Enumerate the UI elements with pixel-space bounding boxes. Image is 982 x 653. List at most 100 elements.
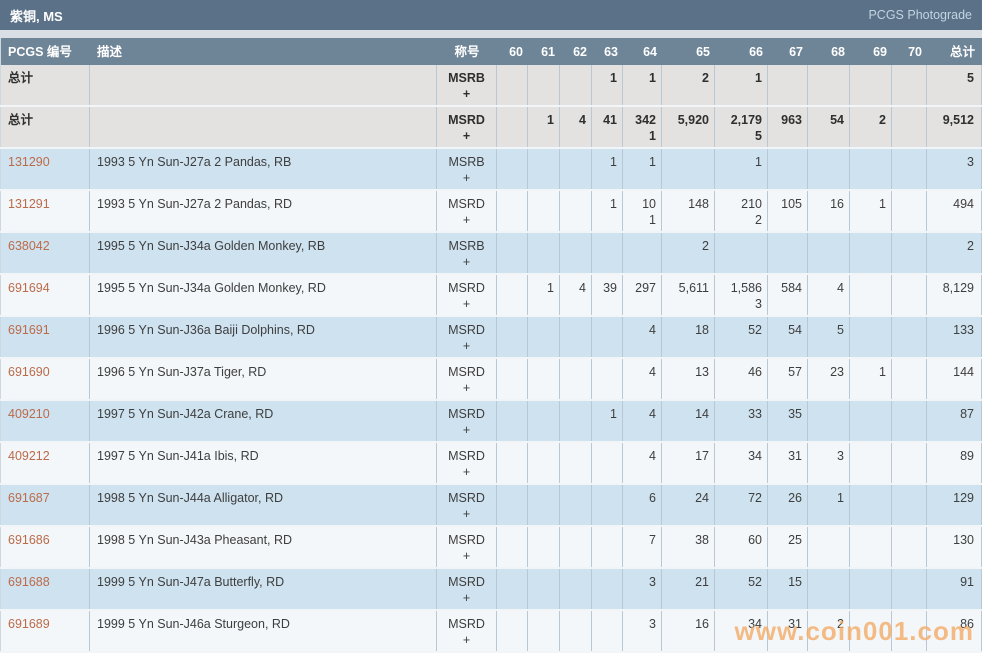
- pcgs-number-link[interactable]: 691689: [8, 617, 50, 631]
- grade-64-count-cell: 297: [623, 275, 662, 315]
- plus-grade-count: [662, 548, 709, 564]
- grade-61-count-cell: [528, 233, 560, 273]
- pcgs-number-link[interactable]: 691691: [8, 323, 50, 337]
- grade-count: 297: [635, 281, 656, 295]
- grade-count: [497, 490, 522, 506]
- grade-count: 1: [547, 113, 554, 127]
- grade-67-count-cell: 57: [768, 359, 808, 399]
- grade-count: 1: [610, 155, 617, 169]
- pcgs-number-link[interactable]: 638042: [8, 239, 50, 253]
- pcgs-number-link[interactable]: 691690: [8, 365, 50, 379]
- grade-68-count-cell: 23: [808, 359, 850, 399]
- pcgs-number-link[interactable]: 409210: [8, 407, 50, 421]
- photograde-link[interactable]: PCGS Photograde: [868, 8, 972, 22]
- pcgs-number-link[interactable]: 691688: [8, 575, 50, 589]
- designation-label: MSRB: [448, 71, 485, 85]
- col-header-label: 称号: [454, 45, 480, 59]
- plus-grade-count: [768, 254, 802, 270]
- grade-70-count-cell: [892, 65, 927, 105]
- plus-grade-count: [850, 170, 886, 186]
- grade-count: 38: [695, 533, 709, 547]
- designation-label: MSRD: [448, 575, 485, 589]
- plus-grade-count: [850, 548, 886, 564]
- pcgs-number-link[interactable]: 131291: [8, 197, 50, 211]
- row-total-cell: 9,512: [927, 107, 982, 147]
- grade-70-count-cell: [892, 485, 927, 525]
- grade-count: 46: [748, 365, 762, 379]
- grade-count: [560, 364, 586, 380]
- grade-67-count-cell: 31: [768, 611, 808, 651]
- coin-row: 131290 1993 5 Yn Sun-J27a 2 Pandas, RB MSR…: [0, 149, 982, 191]
- grade-69-count-cell: [850, 527, 892, 567]
- grade-count: [850, 154, 886, 170]
- grade-count: [850, 532, 886, 548]
- row-total-cell: 129: [927, 485, 982, 525]
- description-cell: [90, 65, 437, 105]
- grade-65-count-cell: 5,611: [662, 275, 715, 315]
- pcgs-number-link[interactable]: 691686: [8, 533, 50, 547]
- pcgs-number-link[interactable]: 409212: [8, 449, 50, 463]
- plus-grade-count: [623, 338, 656, 354]
- grade-count: [560, 616, 586, 632]
- designation-label: MSRD: [448, 365, 485, 379]
- pcgs-number-link[interactable]: 691694: [8, 281, 50, 295]
- grade-69-count-cell: [850, 233, 892, 273]
- grade-count: [768, 70, 802, 86]
- plus-grade-count: 1: [649, 213, 656, 227]
- grade-count: [892, 532, 921, 548]
- plus-grade-count: [528, 338, 554, 354]
- grade-count: 148: [688, 197, 709, 211]
- plus-grade-count: [768, 464, 802, 480]
- plus-grade-count: [768, 128, 802, 144]
- grade-70-count-cell: [892, 527, 927, 567]
- grade-count: [528, 322, 554, 338]
- plus-grade-count: [892, 254, 921, 270]
- grade-count: [808, 70, 844, 86]
- grade-count: [528, 70, 554, 86]
- row-total-cell: 3: [927, 149, 982, 189]
- plus-grade-count: [768, 380, 802, 396]
- grade-count: [892, 238, 921, 254]
- grade-64-count-cell: 4: [623, 359, 662, 399]
- row-total-value: 129: [953, 491, 974, 505]
- grade-count: 54: [788, 323, 802, 337]
- grade-count: [850, 70, 886, 86]
- plus-grade-count: [592, 254, 617, 270]
- title-header-divider: [0, 30, 982, 38]
- plus-grade-count: 5: [755, 129, 762, 143]
- plus-grade-count: [715, 590, 762, 606]
- grade-68-count-cell: 2: [808, 611, 850, 651]
- grade-count: [592, 574, 617, 590]
- pcgs-number-link[interactable]: 131290: [8, 155, 50, 169]
- grade-62-count-cell: [560, 359, 592, 399]
- grade-68-count-cell: [808, 149, 850, 189]
- col-header-label: 68: [831, 45, 845, 59]
- plus-grade-count: [715, 380, 762, 396]
- plus-grade-count: [808, 590, 844, 606]
- pcgs-number-cell: 691689: [0, 611, 90, 651]
- grade-69-count-cell: [850, 65, 892, 105]
- pcgs-number-link[interactable]: 691687: [8, 491, 50, 505]
- row-total-cell: 5: [927, 65, 982, 105]
- grade-67-count-cell: [768, 65, 808, 105]
- grade-count: 13: [695, 365, 709, 379]
- col-header-grade-62: 62: [560, 38, 592, 65]
- plus-grade-label: +: [462, 297, 471, 311]
- col-header-label: 67: [789, 45, 803, 59]
- grade-count: [560, 196, 586, 212]
- plus-grade-count: [528, 548, 554, 564]
- grade-count: [892, 196, 921, 212]
- grade-count: [892, 490, 921, 506]
- grade-65-count-cell: 38: [662, 527, 715, 567]
- grade-count: [497, 238, 522, 254]
- grade-62-count-cell: [560, 611, 592, 651]
- grade-67-count-cell: 584: [768, 275, 808, 315]
- grade-63-count-cell: 1: [592, 149, 623, 189]
- plus-grade-count: [623, 548, 656, 564]
- grade-count: [592, 364, 617, 380]
- plus-grade-count: [497, 170, 522, 186]
- grade-count: [560, 70, 586, 86]
- plus-grade-count: [808, 212, 844, 228]
- grade-count: 4: [579, 281, 586, 295]
